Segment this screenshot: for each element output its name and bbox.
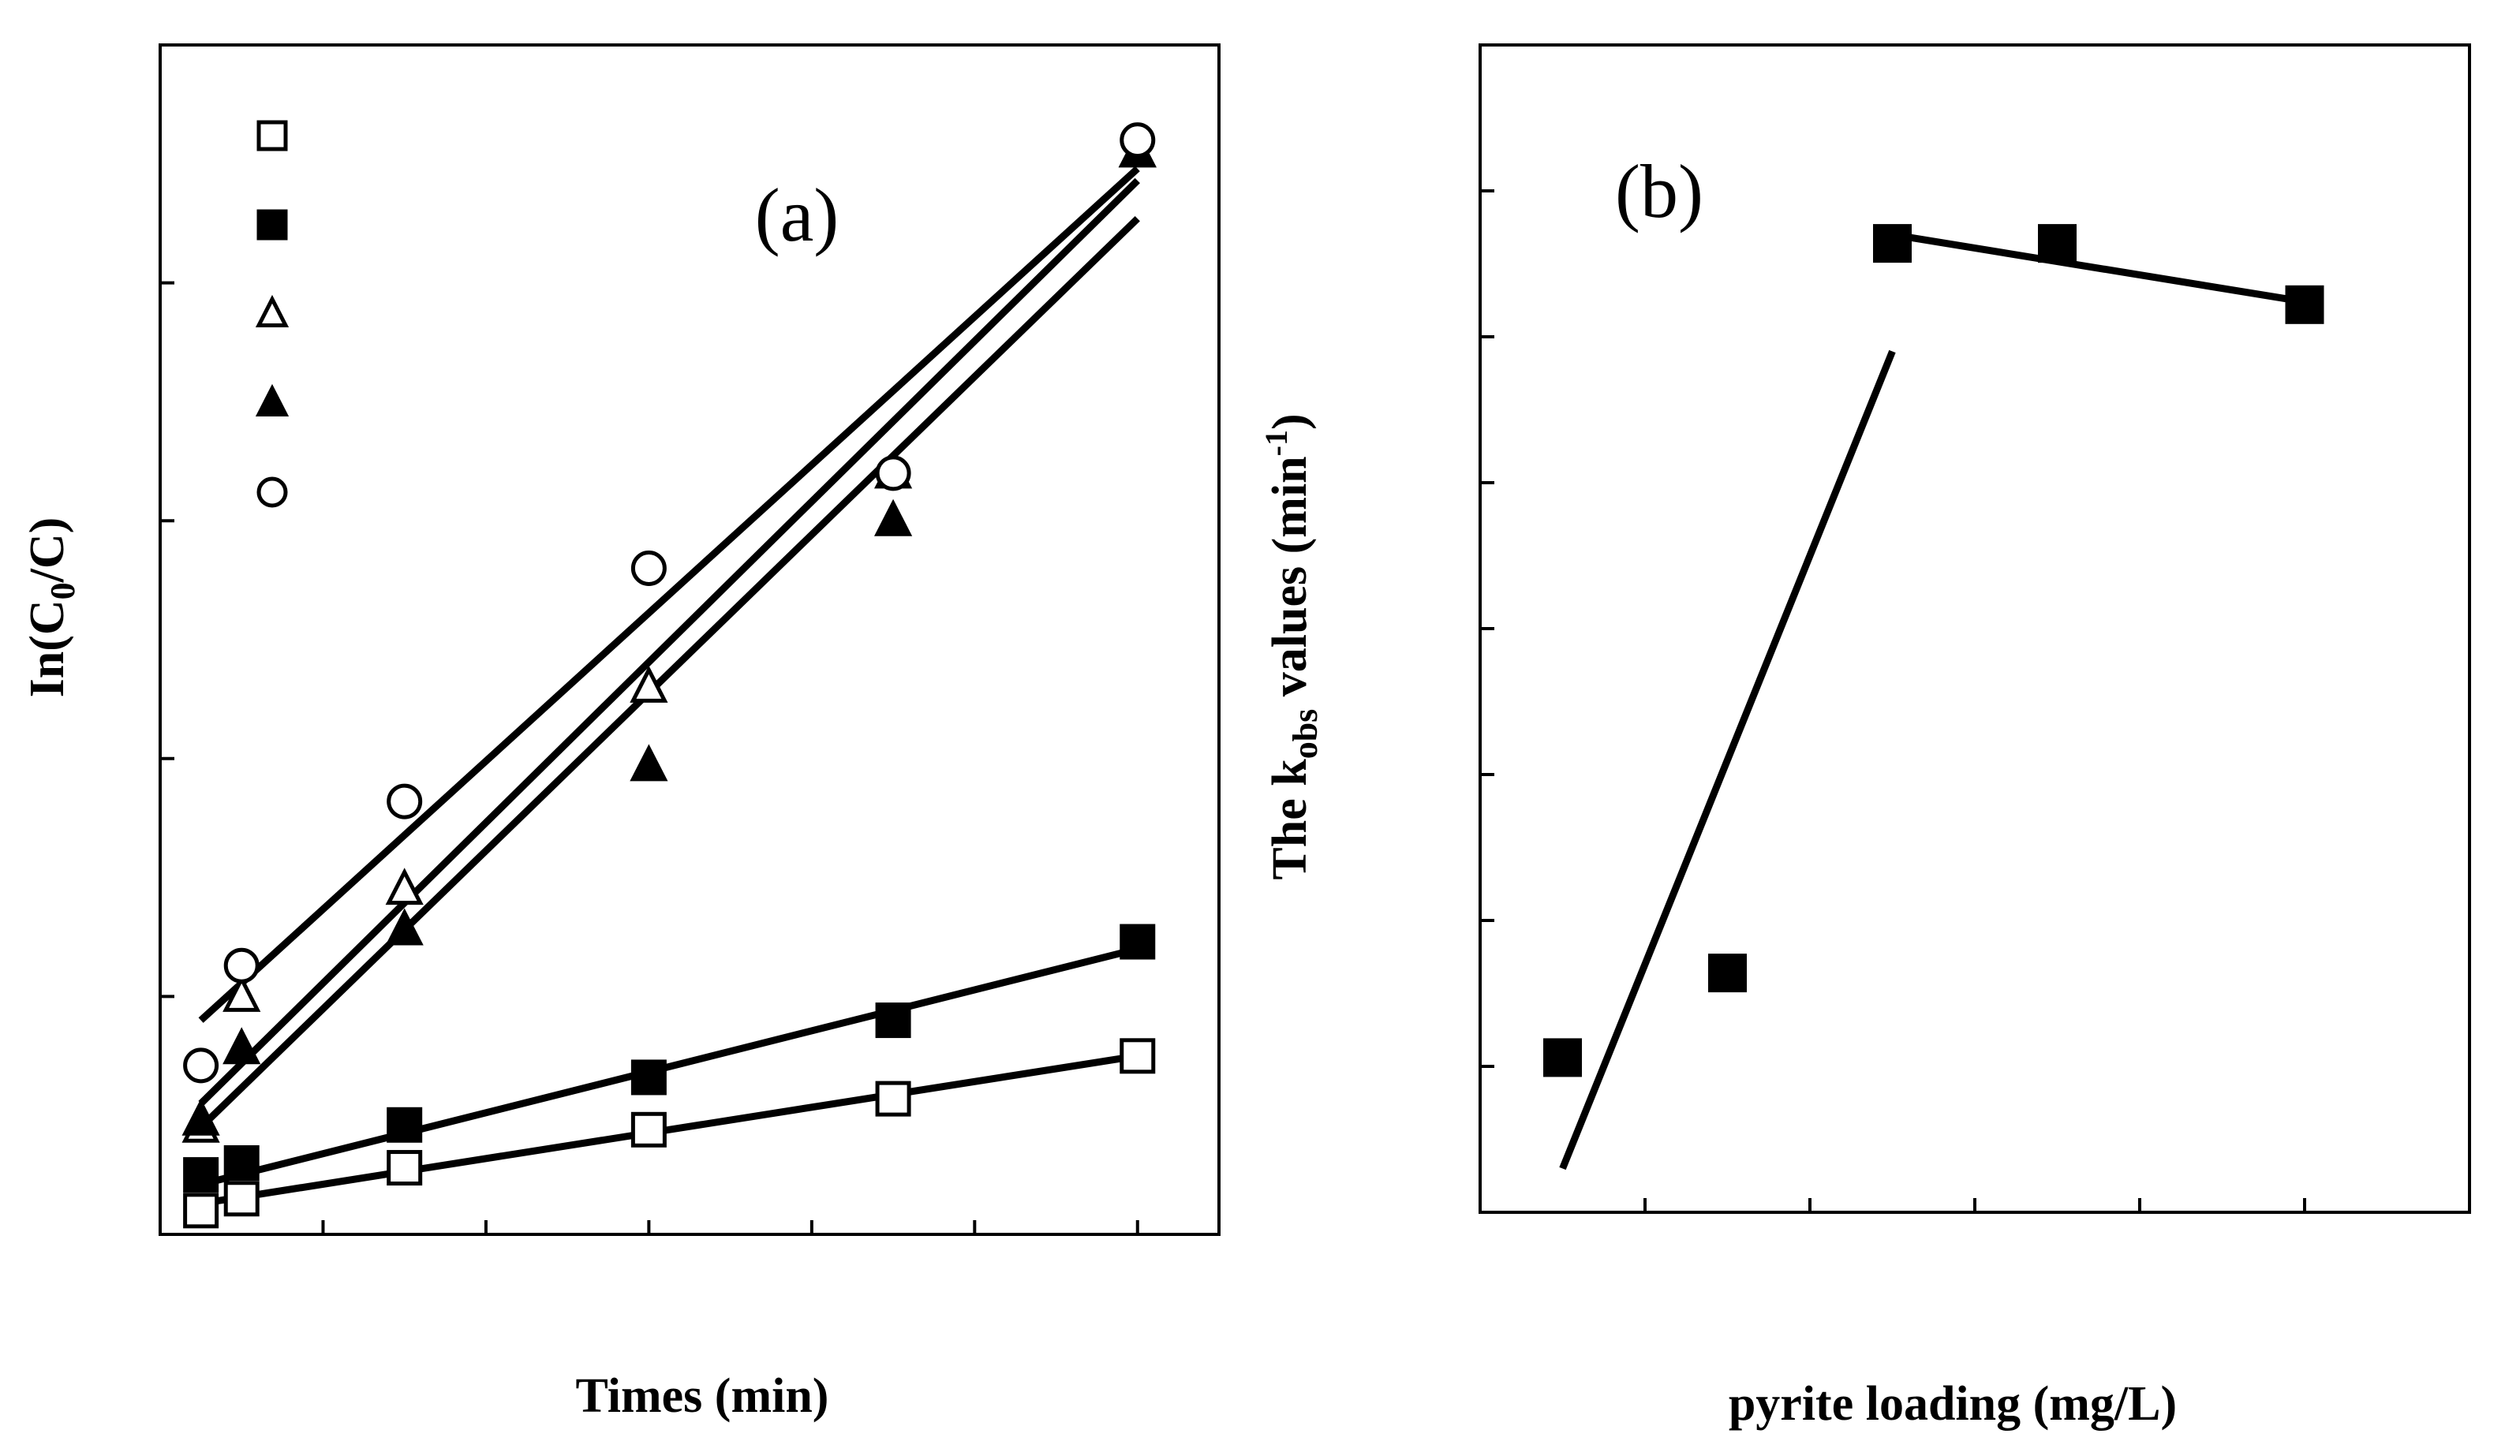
panel-a-x-axis-label: Times (min)	[576, 1369, 829, 1423]
panel-a-legend-marker	[255, 383, 290, 416]
panel-a-data-point	[1120, 1038, 1156, 1074]
panel-a-legend-marker	[255, 294, 290, 327]
panel-a-data-point	[630, 665, 668, 703]
panel-a-fit-line	[200, 1052, 1138, 1208]
panel-a-data-point	[385, 908, 424, 946]
panel-a-data-point	[875, 1002, 911, 1039]
panel-a: (a) Times (min) In(C0/C)	[21, 43, 1221, 1423]
panel-a-data-point	[630, 1059, 667, 1096]
panel-b-data-point	[1873, 224, 1912, 263]
panel-a-data-point	[875, 1081, 911, 1117]
panel-a-data-point	[630, 744, 668, 782]
panel-a-fit-line	[198, 177, 1140, 1107]
panel-a-data-point	[875, 455, 911, 491]
panel-b-y-label-sup: -1	[1258, 430, 1294, 456]
panel-a-fit-line	[198, 166, 1140, 1023]
panel-a-fit-line	[200, 945, 1138, 1189]
panel-a-data-point	[630, 551, 667, 587]
panel-a-data-point	[183, 1193, 219, 1229]
panel-b-x-axis-label: pyrite loading (mg/L)	[1729, 1377, 2177, 1431]
panel-a-legend-marker	[256, 209, 288, 241]
panel-b-data-point	[1543, 1038, 1582, 1077]
panel-a-data-point	[387, 1150, 423, 1186]
panel-a-y-axis-label: In(C0/C)	[21, 517, 82, 698]
panel-a-y-label-main: In(C	[21, 599, 74, 697]
panel-a-data-point	[183, 1047, 219, 1084]
panel-a-y-label-sub: 0	[43, 582, 82, 599]
panel-a-data-point	[387, 1107, 423, 1143]
panel-a-data-point	[181, 1098, 220, 1136]
panel-b-y-label-mid: values (min	[1263, 456, 1317, 708]
panel-b-y-label-main: The k	[1263, 759, 1317, 880]
panel-a-plot-frame	[159, 43, 1221, 1236]
panel-b: (b) pyrite loading (mg/L) The kobs value…	[1258, 43, 2471, 1431]
panel-a-legend-marker	[256, 476, 288, 508]
panel-b-data-point	[2285, 285, 2324, 324]
panel-b-y-label-sub: obs	[1286, 709, 1325, 760]
panel-a-fit-line	[198, 215, 1140, 1130]
panel-a-data-point	[873, 498, 913, 536]
panel-a-label: (a)	[755, 173, 839, 257]
panel-a-data-point	[385, 868, 424, 905]
panel-b-fit-line	[1559, 349, 1896, 1170]
panel-b-data-point	[2038, 224, 2077, 263]
panel-a-data-point	[183, 1157, 219, 1193]
panel-a-data-point	[223, 947, 260, 984]
panel-a-data-point	[387, 783, 423, 819]
panel-b-fit-line	[1891, 231, 2305, 306]
panel-b-label: (b)	[1615, 149, 1703, 233]
panel-a-y-label-tail: /C)	[21, 517, 74, 584]
panel-b-y-label-tail: )	[1263, 413, 1317, 430]
panel-b-y-axis-label: The kobs values (min-1)	[1258, 413, 1325, 879]
panel-a-data-point	[630, 1111, 667, 1148]
panel-a-data-point	[1120, 924, 1156, 960]
panel-b-data-point	[1708, 954, 1747, 993]
panel-a-data-point	[223, 1145, 260, 1182]
panel-a-data-point	[223, 1181, 260, 1217]
panel-a-legend-marker	[256, 120, 288, 151]
panel-a-data-point	[1120, 122, 1156, 159]
panel-a-data-point	[222, 1027, 261, 1065]
panel-a-data-point	[222, 974, 261, 1012]
